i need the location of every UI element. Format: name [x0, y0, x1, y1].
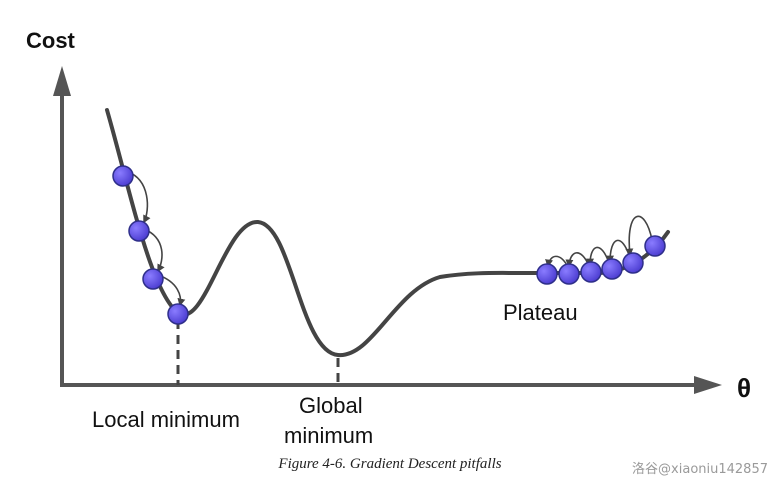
- step-arrow: [625, 215, 653, 257]
- plateau-ball: [622, 252, 644, 274]
- y-axis-arrow-icon: [53, 66, 71, 96]
- plateau-ball: [580, 261, 602, 283]
- global-minimum-label-line1: Global: [299, 393, 363, 418]
- y-axis-label: Cost: [26, 28, 76, 53]
- global-minimum-label-line2: minimum: [284, 423, 373, 448]
- cost-curve: [105, 108, 670, 358]
- left-descent-balls: [112, 165, 189, 325]
- step-arrow: [586, 246, 610, 267]
- plateau-ball: [644, 235, 666, 257]
- figure-caption: Figure 4-6. Gradient Descent pitfalls: [278, 456, 502, 472]
- watermark-text: 洛谷@xiaoniu142857: [632, 462, 768, 477]
- local-minimum-label: Local minimum: [92, 407, 240, 432]
- descent-ball: [112, 165, 134, 187]
- plateau-ball: [601, 258, 623, 280]
- step-arrow: [565, 252, 590, 268]
- x-axis-label: θ: [737, 373, 751, 403]
- step-arrow: [606, 239, 631, 264]
- plateau-label: Plateau: [503, 300, 578, 325]
- plateau-ball: [558, 263, 580, 285]
- x-axis-arrow-icon: [694, 376, 722, 394]
- axes: [53, 66, 722, 394]
- plateau-ball: [536, 263, 558, 285]
- descent-ball: [128, 220, 150, 242]
- descent-ball: [167, 303, 189, 325]
- descent-ball: [142, 268, 164, 290]
- plateau-balls: [536, 235, 666, 285]
